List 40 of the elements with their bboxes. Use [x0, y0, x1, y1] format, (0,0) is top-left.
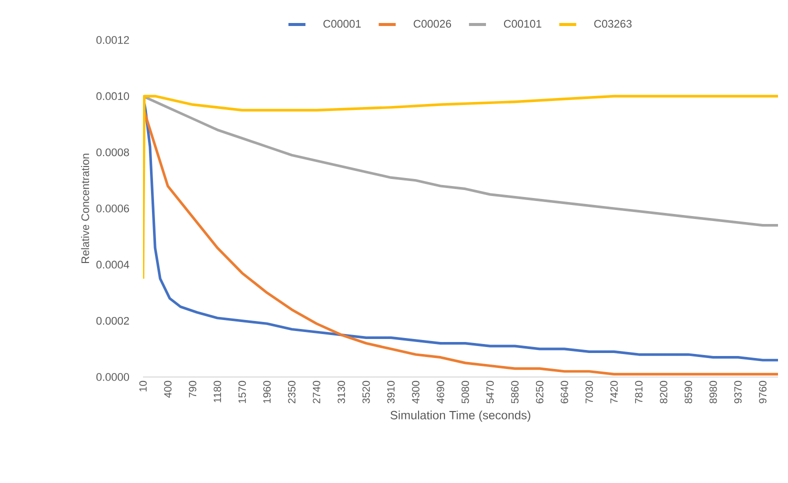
x-tick-label: 5860	[511, 380, 519, 404]
x-tick-label: 8590	[684, 380, 692, 404]
y-axis-title: Relative Concentration	[81, 154, 90, 264]
legend-label: C00001	[323, 20, 361, 28]
x-tick-label: 5080	[462, 380, 469, 404]
x-tick-label: 7030	[586, 380, 593, 404]
x-tick-label: 6250	[536, 380, 544, 404]
line-series	[143, 94, 778, 280]
x-tick-label: 5470	[486, 380, 494, 404]
x-tick-label: 4690	[436, 380, 444, 404]
x-tick-label: 7810	[635, 380, 643, 404]
x-axis-title: Simulation Time (seconds)	[390, 410, 530, 422]
x-tick-label: 10	[139, 380, 147, 392]
y-tick-label: 0.0006	[96, 204, 129, 212]
x-tick-label: 2740	[312, 380, 320, 404]
x-tick-label: 7420	[610, 380, 618, 404]
x-tick-label: 2350	[288, 380, 296, 404]
y-tick-label: 0.0010	[96, 92, 130, 100]
y-tick-label: 0.0012	[96, 36, 129, 44]
x-tick-label: 1570	[238, 380, 246, 403]
y-tick-label: 0.0000	[96, 373, 130, 381]
x-tick-label: 3130	[338, 380, 346, 404]
y-tick-label: 0.0004	[96, 260, 130, 269]
legend-label: C03263	[594, 20, 632, 28]
x-tick-label: 3520	[362, 380, 370, 404]
x-tick-label: 4300	[412, 380, 420, 404]
y-tick-label: 0.0002	[96, 316, 129, 325]
legend-label: C00101	[504, 20, 542, 28]
x-tick-label: 8980	[709, 380, 717, 404]
x-tick-label: 790	[188, 380, 196, 398]
x-tick-label: 3910	[387, 380, 395, 404]
x-tick-label: 8200	[660, 380, 668, 404]
x-tick-label: 9760	[759, 380, 766, 404]
x-tick-label: 6640	[560, 380, 568, 404]
x-tick-label: 400	[164, 380, 172, 398]
legend-label: C00026	[414, 20, 452, 28]
x-tick-label: 1180	[214, 380, 222, 402]
y-tick-label: 0.0008	[96, 148, 129, 156]
x-tick-label: 1960	[263, 380, 271, 403]
x-tick-label: 9370	[734, 380, 742, 404]
